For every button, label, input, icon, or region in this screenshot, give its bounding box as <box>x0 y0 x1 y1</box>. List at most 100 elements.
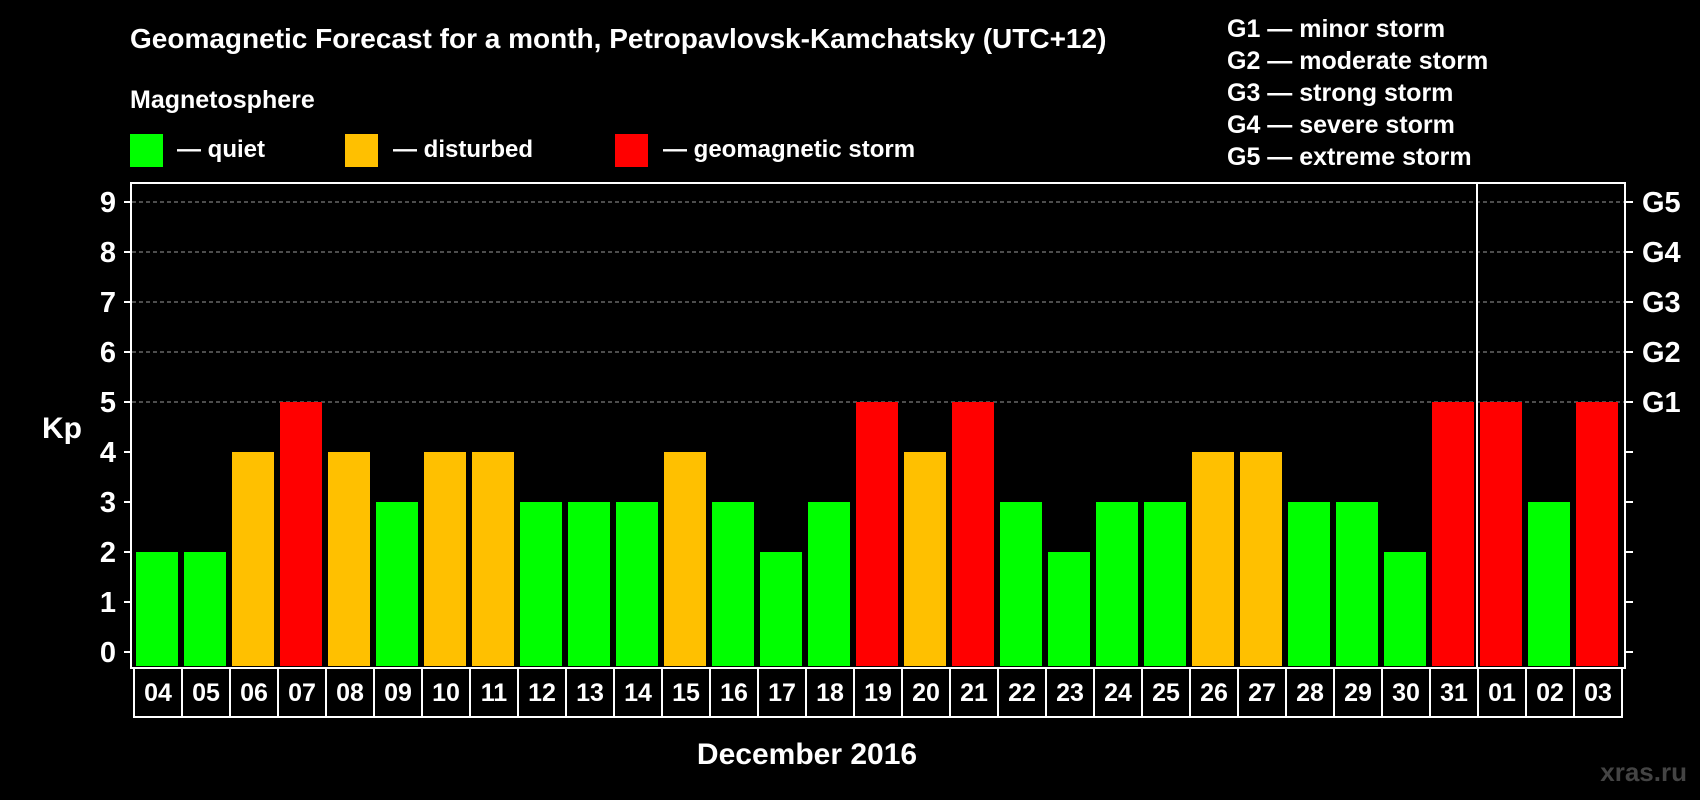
legend-swatch-disturbed <box>345 134 378 167</box>
bar-14 <box>616 502 658 666</box>
x-tick-label-16: 16 <box>720 679 748 707</box>
bar-22 <box>1000 502 1042 666</box>
storm-scale-legend: G1 — minor storm G2 — moderate storm G3 … <box>1227 15 1488 171</box>
x-tick-label-27: 27 <box>1248 679 1276 707</box>
x-tick-label-24: 24 <box>1104 679 1132 707</box>
x-tick-label-14: 14 <box>624 679 652 707</box>
bar-04 <box>136 552 178 666</box>
watermark: xras.ru <box>1600 757 1687 787</box>
bar-16 <box>712 502 754 666</box>
x-tick-label-03: 03 <box>1584 679 1612 707</box>
x-tick-label-26: 26 <box>1200 679 1228 707</box>
x-tick-label-02: 02 <box>1536 679 1564 707</box>
x-tick-label-07: 07 <box>288 679 316 707</box>
y-tick-label-1: 1 <box>100 587 116 619</box>
storm-scale-g4: G4 — severe storm <box>1227 111 1455 139</box>
x-tick-label-22: 22 <box>1008 679 1036 707</box>
bar-19 <box>856 402 898 666</box>
y-tick-label-8: 8 <box>100 237 116 269</box>
x-tick-label-12: 12 <box>528 679 556 707</box>
bar-18 <box>808 502 850 666</box>
legend-swatch-quiet <box>130 134 163 167</box>
right-axis-label-g5: G5 <box>1642 187 1681 219</box>
bar-02 <box>1528 502 1570 666</box>
bars <box>136 402 1618 666</box>
bar-26 <box>1192 452 1234 666</box>
x-tick-label-30: 30 <box>1392 679 1420 707</box>
bar-27 <box>1240 452 1282 666</box>
bar-24 <box>1096 502 1138 666</box>
x-tick-label-31: 31 <box>1440 679 1468 707</box>
bar-10 <box>424 452 466 666</box>
bar-23 <box>1048 552 1090 666</box>
x-tick-label-04: 04 <box>144 679 172 707</box>
legend: — quiet — disturbed — geomagnetic storm <box>130 134 915 167</box>
bar-25 <box>1144 502 1186 666</box>
x-tick-label-17: 17 <box>768 679 796 707</box>
y-tick-label-0: 0 <box>100 637 116 669</box>
right-axis-label-g3: G3 <box>1642 287 1681 319</box>
x-cell-03 <box>1573 667 1623 718</box>
bar-09 <box>376 502 418 666</box>
x-tick-label-20: 20 <box>912 679 940 707</box>
storm-scale-g5: G5 — extreme storm <box>1227 143 1472 171</box>
bar-06 <box>232 452 274 666</box>
bar-17 <box>760 552 802 666</box>
x-tick-label-29: 29 <box>1344 679 1372 707</box>
legend-swatch-storm <box>615 134 648 167</box>
chart-title: Geomagnetic Forecast for a month, Petrop… <box>130 23 1106 54</box>
bar-07 <box>280 402 322 666</box>
x-tick-label-25: 25 <box>1152 679 1180 707</box>
bar-01 <box>1480 402 1522 666</box>
x-tick-label-28: 28 <box>1296 679 1324 707</box>
y-tick-label-2: 2 <box>100 537 116 569</box>
gridlines <box>132 201 1624 403</box>
bar-12 <box>520 502 562 666</box>
x-tick-label-06: 06 <box>240 679 268 707</box>
bar-11 <box>472 452 514 666</box>
x-axis-day-cells: 04 05 06 07 08 09 10 11 12 13 14 15 16 17 18 19 20 21 22 23… <box>133 667 1623 718</box>
legend-label-disturbed: — disturbed <box>393 136 533 163</box>
bar-15 <box>664 452 706 666</box>
storm-scale-g2: G2 — moderate storm <box>1227 47 1488 75</box>
y-tick-label-3: 3 <box>100 487 116 519</box>
bar-28 <box>1288 502 1330 666</box>
right-axis-label-g2: G2 <box>1642 337 1681 369</box>
bar-30 <box>1384 552 1426 666</box>
x-tick-label-18: 18 <box>816 679 844 707</box>
bar-05 <box>184 552 226 666</box>
storm-scale-g1: G1 — minor storm <box>1227 15 1445 43</box>
bar-21 <box>952 402 994 666</box>
x-tick-label-10: 10 <box>432 679 460 707</box>
x-tick-label-15: 15 <box>672 679 700 707</box>
x-tick-label-19: 19 <box>864 679 892 707</box>
y-tick-label-9: 9 <box>100 187 116 219</box>
bar-20 <box>904 452 946 666</box>
x-tick-label-08: 08 <box>336 679 364 707</box>
y-tick-label-6: 6 <box>100 337 116 369</box>
x-tick-label-11: 11 <box>481 679 508 707</box>
y-tick-label-5: 5 <box>100 387 116 419</box>
x-tick-label-09: 09 <box>384 679 412 707</box>
bar-03 <box>1576 402 1618 666</box>
bar-29 <box>1336 502 1378 666</box>
x-tick-label-13: 13 <box>576 679 604 707</box>
bar-08 <box>328 452 370 666</box>
legend-label-storm: — geomagnetic storm <box>663 136 915 163</box>
right-axis-label-g1: G1 <box>1642 387 1681 419</box>
right-axis: G1 G2 G3 G4 G5 <box>1625 187 1681 653</box>
y-tick-label-7: 7 <box>100 287 116 319</box>
storm-scale-g3: G3 — strong storm <box>1227 79 1453 107</box>
magnetosphere-heading: Magnetosphere <box>130 86 315 114</box>
x-tick-label-23: 23 <box>1056 679 1084 707</box>
y-axis: 0 1 2 3 4 5 6 7 8 9 <box>100 187 131 669</box>
legend-label-quiet: — quiet <box>177 136 265 163</box>
bar-31 <box>1432 402 1474 666</box>
x-tick-label-21: 21 <box>960 679 988 707</box>
y-axis-label: Kp <box>42 412 82 445</box>
x-axis-label: December 2016 <box>697 738 917 771</box>
right-axis-label-g4: G4 <box>1642 237 1681 269</box>
bar-13 <box>568 502 610 666</box>
x-tick-label-05: 05 <box>192 679 220 707</box>
